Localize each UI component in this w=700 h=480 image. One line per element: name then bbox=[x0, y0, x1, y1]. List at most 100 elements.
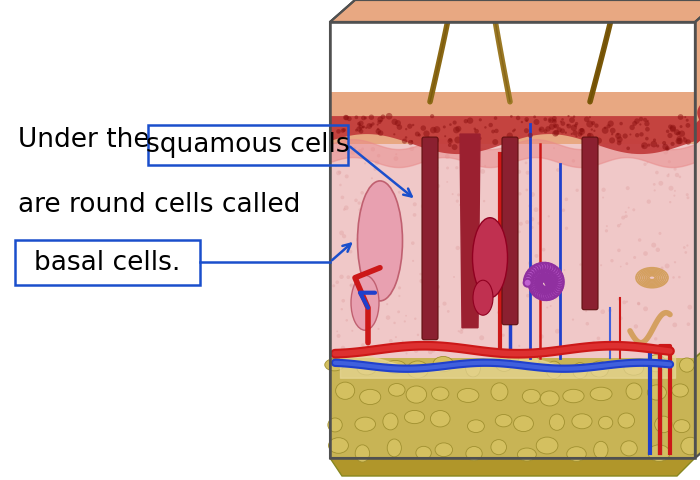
Circle shape bbox=[664, 150, 668, 155]
Circle shape bbox=[538, 291, 547, 301]
Circle shape bbox=[484, 126, 486, 129]
Ellipse shape bbox=[572, 414, 592, 429]
Circle shape bbox=[424, 131, 430, 137]
Ellipse shape bbox=[430, 410, 450, 427]
Circle shape bbox=[456, 126, 461, 132]
Polygon shape bbox=[330, 458, 695, 476]
Circle shape bbox=[518, 230, 521, 233]
Circle shape bbox=[596, 138, 602, 144]
Polygon shape bbox=[695, 0, 700, 144]
Circle shape bbox=[453, 120, 456, 125]
Circle shape bbox=[432, 316, 436, 321]
Circle shape bbox=[358, 202, 360, 204]
Circle shape bbox=[362, 126, 364, 128]
Ellipse shape bbox=[435, 443, 452, 456]
Circle shape bbox=[517, 170, 522, 174]
Circle shape bbox=[480, 336, 484, 340]
Ellipse shape bbox=[648, 445, 670, 461]
Circle shape bbox=[643, 118, 647, 122]
Circle shape bbox=[545, 275, 550, 281]
Circle shape bbox=[459, 204, 462, 206]
Circle shape bbox=[452, 144, 458, 150]
Circle shape bbox=[549, 123, 555, 130]
Circle shape bbox=[531, 264, 540, 274]
Circle shape bbox=[474, 225, 477, 228]
Circle shape bbox=[533, 266, 538, 272]
Circle shape bbox=[426, 302, 430, 307]
Circle shape bbox=[346, 276, 350, 279]
Circle shape bbox=[528, 275, 538, 285]
Circle shape bbox=[394, 250, 397, 253]
Bar bbox=[15, 240, 200, 285]
Circle shape bbox=[533, 276, 543, 286]
Circle shape bbox=[335, 280, 339, 284]
Circle shape bbox=[428, 342, 433, 346]
Circle shape bbox=[550, 288, 559, 298]
Circle shape bbox=[554, 271, 564, 281]
Circle shape bbox=[526, 120, 528, 122]
Circle shape bbox=[497, 311, 500, 314]
Circle shape bbox=[524, 117, 529, 122]
Circle shape bbox=[549, 119, 552, 122]
Circle shape bbox=[550, 265, 559, 276]
Circle shape bbox=[536, 295, 540, 299]
Circle shape bbox=[623, 144, 628, 149]
Circle shape bbox=[533, 281, 543, 291]
Circle shape bbox=[687, 305, 692, 310]
Circle shape bbox=[582, 235, 584, 237]
Ellipse shape bbox=[328, 438, 349, 453]
Circle shape bbox=[480, 149, 481, 151]
Circle shape bbox=[497, 290, 501, 295]
Circle shape bbox=[531, 270, 541, 280]
Circle shape bbox=[560, 304, 561, 306]
Circle shape bbox=[617, 141, 622, 145]
Circle shape bbox=[430, 127, 437, 133]
Circle shape bbox=[531, 268, 536, 274]
Circle shape bbox=[602, 197, 604, 199]
Circle shape bbox=[545, 276, 554, 286]
Circle shape bbox=[543, 286, 553, 296]
Circle shape bbox=[528, 133, 533, 138]
Ellipse shape bbox=[360, 389, 381, 405]
Circle shape bbox=[531, 286, 540, 296]
Circle shape bbox=[351, 330, 354, 332]
Circle shape bbox=[526, 268, 536, 278]
Circle shape bbox=[354, 199, 358, 202]
Circle shape bbox=[395, 234, 400, 239]
Circle shape bbox=[489, 123, 493, 127]
Ellipse shape bbox=[496, 415, 512, 427]
Circle shape bbox=[381, 220, 383, 222]
Circle shape bbox=[540, 262, 550, 272]
Ellipse shape bbox=[547, 361, 561, 379]
Text: Under the: Under the bbox=[18, 127, 158, 153]
Circle shape bbox=[526, 294, 530, 298]
Circle shape bbox=[551, 282, 557, 288]
Circle shape bbox=[643, 306, 648, 312]
Circle shape bbox=[552, 285, 563, 295]
Circle shape bbox=[637, 302, 640, 305]
Ellipse shape bbox=[473, 280, 493, 315]
Circle shape bbox=[511, 186, 515, 190]
Circle shape bbox=[542, 273, 552, 283]
Circle shape bbox=[533, 116, 536, 119]
Circle shape bbox=[356, 126, 362, 132]
Circle shape bbox=[686, 244, 689, 247]
Circle shape bbox=[540, 274, 546, 280]
Circle shape bbox=[408, 140, 413, 145]
Circle shape bbox=[498, 156, 500, 158]
Circle shape bbox=[340, 195, 344, 199]
Circle shape bbox=[678, 114, 683, 120]
Circle shape bbox=[448, 138, 452, 142]
Circle shape bbox=[550, 283, 556, 289]
Circle shape bbox=[685, 139, 691, 145]
Circle shape bbox=[536, 278, 540, 284]
Circle shape bbox=[646, 282, 651, 286]
Circle shape bbox=[454, 136, 461, 144]
Circle shape bbox=[620, 223, 622, 225]
Circle shape bbox=[592, 226, 596, 228]
Circle shape bbox=[474, 128, 476, 130]
Circle shape bbox=[525, 270, 535, 280]
Circle shape bbox=[617, 298, 621, 300]
Circle shape bbox=[498, 198, 500, 200]
Circle shape bbox=[453, 127, 460, 133]
